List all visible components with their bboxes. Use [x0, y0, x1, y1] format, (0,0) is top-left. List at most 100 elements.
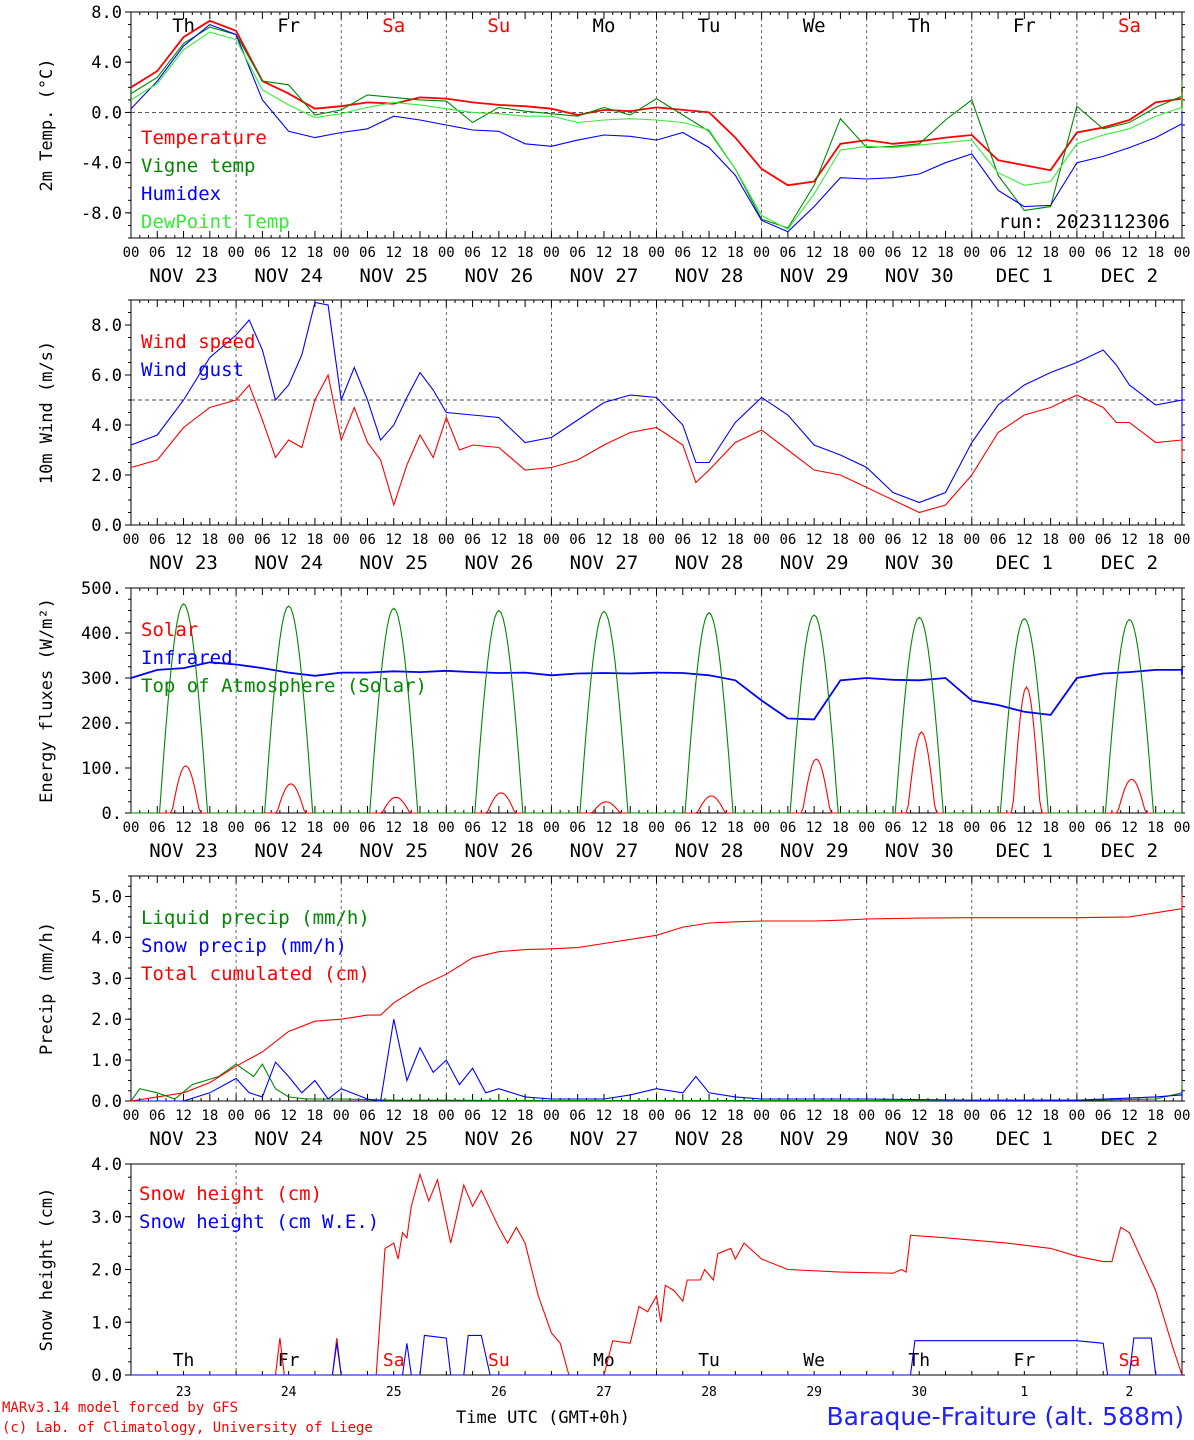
hour-tick-label: 18 [1147, 820, 1164, 836]
hour-tick-label: 12 [701, 245, 718, 261]
y-tick-label: 6.0 [91, 366, 122, 386]
hour-tick-label: 18 [1042, 532, 1059, 548]
date-label: DEC 1 [996, 1128, 1053, 1150]
hour-tick-label: 00 [858, 245, 875, 261]
y-tick-label: 2.0 [91, 466, 122, 486]
date-label: NOV 28 [675, 840, 744, 862]
hour-tick-label: 00 [963, 532, 980, 548]
legend-entry: Wind speed [141, 331, 255, 353]
hour-tick-label: 00 [1174, 245, 1191, 261]
hour-tick-label: 06 [779, 820, 796, 836]
hour-tick-label: 00 [543, 245, 560, 261]
weekday-label: Fr [278, 1350, 300, 1371]
hour-tick-label: 06 [359, 532, 376, 548]
hour-tick-label: 06 [464, 532, 481, 548]
date-label: NOV 29 [780, 265, 849, 287]
day-number-label: 25 [386, 1385, 402, 1400]
y-tick-label: 4.0 [91, 928, 122, 948]
hour-tick-label: 18 [517, 820, 534, 836]
hour-tick-label: 12 [490, 820, 507, 836]
time-axis-label: Time UTC (GMT+0h) [456, 1408, 630, 1428]
y-axis-label: 2m Temp. (°C) [37, 58, 57, 191]
panel-4: 5.0 4.0 3.0 2.0 1.0 0.0 Precip (mm/h) 00 06 12 18 0… [37, 875, 1190, 1150]
hour-tick-label: 18 [1147, 1108, 1164, 1124]
date-label: DEC 1 [996, 552, 1053, 574]
hour-tick-label: 06 [1095, 245, 1112, 261]
date-label: NOV 27 [570, 552, 639, 574]
hour-tick-label: 00 [333, 245, 350, 261]
hour-tick-label: 00 [543, 820, 560, 836]
y-axis-label: Energy fluxes (W/m²) [37, 598, 57, 803]
series-line-total-cumulated-cm- [130, 894, 1183, 1102]
series-line-temperature [130, 19, 1183, 187]
date-label: NOV 25 [359, 265, 428, 287]
hour-tick-label: 18 [622, 245, 639, 261]
date-label: NOV 29 [780, 840, 849, 862]
hour-tick-label: 18 [201, 820, 218, 836]
hour-tick-label: 18 [306, 245, 323, 261]
hour-tick-label: 00 [123, 245, 140, 261]
hour-tick-label: 18 [306, 532, 323, 548]
hour-tick-label: 06 [254, 245, 271, 261]
hour-tick-label: 00 [123, 532, 140, 548]
hour-tick-label: 12 [806, 820, 823, 836]
station-name: Baraque-Fraiture (alt. 588m) [826, 1402, 1184, 1431]
hour-tick-label: 00 [333, 1108, 350, 1124]
hour-tick-label: 18 [306, 820, 323, 836]
series-line-snow-height-cm- [131, 1172, 1183, 1376]
weekday-label: Mo [593, 1350, 615, 1371]
panel-1: 8.0 4.0 0.0 -4.0 -8.0 2m Temp. (°C) 00 06 12 18 00… [37, 3, 1190, 287]
hour-tick-label: 12 [280, 820, 297, 836]
hour-tick-label: 00 [123, 1108, 140, 1124]
date-label: NOV 25 [359, 840, 428, 862]
hour-tick-label: 12 [1121, 1108, 1138, 1124]
hour-tick-label: 00 [648, 532, 665, 548]
date-label: DEC 2 [1101, 552, 1158, 574]
hour-tick-label: 18 [412, 1108, 429, 1124]
y-axis-label: Precip (mm/h) [37, 922, 57, 1055]
day-number-label: 1 [1020, 1385, 1028, 1400]
weekday-label: Th [908, 15, 931, 37]
hour-tick-label: 00 [228, 245, 245, 261]
hour-tick-label: 12 [701, 532, 718, 548]
date-label: DEC 1 [996, 265, 1053, 287]
hour-tick-label: 06 [885, 532, 902, 548]
date-label: NOV 27 [570, 840, 639, 862]
day-number-label: 23 [176, 1385, 192, 1400]
y-tick-label: 5.0 [91, 887, 122, 907]
hour-tick-label: 12 [280, 532, 297, 548]
hour-tick-label: 18 [832, 1108, 849, 1124]
series-line-snow-height-cm-w-e- [131, 1334, 1182, 1376]
hour-tick-label: 12 [911, 1108, 928, 1124]
hour-tick-label: 12 [806, 532, 823, 548]
weekday-label: Sa [1119, 1350, 1141, 1371]
hour-tick-label: 00 [543, 532, 560, 548]
day-number-label: 29 [806, 1385, 822, 1400]
hour-tick-label: 12 [596, 532, 613, 548]
hour-tick-label: 06 [674, 245, 691, 261]
hour-tick-label: 06 [1095, 532, 1112, 548]
hour-tick-label: 00 [123, 820, 140, 836]
hour-tick-label: 12 [1016, 532, 1033, 548]
hour-tick-label: 12 [1121, 532, 1138, 548]
hour-tick-label: 18 [937, 820, 954, 836]
weekday-label: Tu [698, 1350, 720, 1371]
hour-tick-label: 12 [701, 1108, 718, 1124]
hour-tick-label: 12 [911, 245, 928, 261]
y-tick-label: 500. [81, 579, 122, 599]
hour-tick-label: 12 [911, 820, 928, 836]
panel-frame [130, 299, 1183, 526]
hour-tick-label: 18 [1147, 532, 1164, 548]
hour-tick-label: 18 [937, 532, 954, 548]
day-number-label: 27 [596, 1385, 612, 1400]
hour-tick-label: 18 [517, 245, 534, 261]
day-number-label: 2 [1126, 1385, 1134, 1400]
date-label: NOV 30 [885, 552, 954, 574]
legend-entry: Liquid precip (mm/h) [141, 907, 370, 929]
hour-tick-label: 00 [753, 532, 770, 548]
hour-tick-label: 00 [963, 245, 980, 261]
hour-tick-label: 06 [674, 820, 691, 836]
y-tick-label: 4.0 [91, 416, 122, 436]
hour-tick-label: 06 [779, 532, 796, 548]
hour-tick-label: 12 [911, 532, 928, 548]
